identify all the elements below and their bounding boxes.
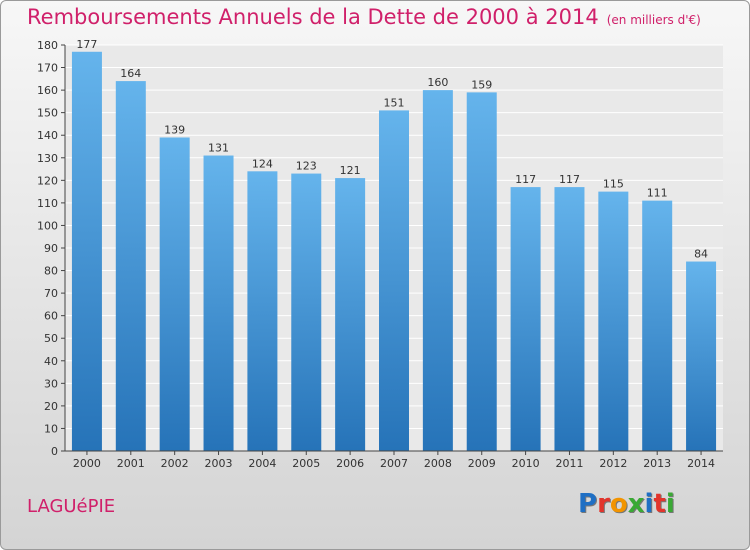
bar xyxy=(379,110,409,452)
bar xyxy=(335,178,366,452)
x-tick-label: 2014 xyxy=(687,457,715,470)
x-tick-label: 2000 xyxy=(73,457,101,470)
y-tick-label: 170 xyxy=(37,62,58,75)
bar xyxy=(115,81,146,451)
x-tick-label: 2004 xyxy=(248,457,276,470)
y-tick-label: 140 xyxy=(37,129,58,142)
proxiti-logo: Proxiti xyxy=(578,489,675,519)
y-tick-label: 10 xyxy=(44,422,58,435)
bar-value-label: 131 xyxy=(208,142,229,155)
x-tick-label: 2008 xyxy=(424,457,452,470)
bar-value-label: 121 xyxy=(340,164,361,177)
bar-value-label: 117 xyxy=(559,173,580,186)
x-tick-label: 2011 xyxy=(555,457,583,470)
y-tick-label: 100 xyxy=(37,219,58,232)
chart-title: Remboursements Annuels de la Dette de 20… xyxy=(27,5,701,29)
bar-value-label: 159 xyxy=(471,78,492,91)
logo-letter: t xyxy=(653,489,666,519)
y-tick-label: 120 xyxy=(37,174,58,187)
logo-letter: o xyxy=(609,489,628,519)
x-tick-label: 2001 xyxy=(117,457,145,470)
x-tick-label: 2002 xyxy=(161,457,189,470)
chart-title-text: Remboursements Annuels de la Dette de 20… xyxy=(27,5,599,29)
y-tick-label: 0 xyxy=(51,445,58,458)
y-tick-label: 30 xyxy=(44,377,58,390)
y-tick-label: 40 xyxy=(44,355,58,368)
commune-name: LAGUéPIE xyxy=(27,496,116,517)
x-tick-label: 2013 xyxy=(643,457,671,470)
bar xyxy=(554,187,585,451)
y-tick-label: 60 xyxy=(44,310,58,323)
y-tick-label: 20 xyxy=(44,400,58,413)
logo-letter: i xyxy=(644,489,654,519)
bar-value-label: 84 xyxy=(694,248,708,261)
x-tick-label: 2012 xyxy=(599,457,627,470)
bar xyxy=(203,155,234,451)
bar-value-label: 124 xyxy=(252,157,273,170)
logo-letter: i xyxy=(665,489,675,519)
x-tick-label: 2006 xyxy=(336,457,364,470)
y-tick-label: 90 xyxy=(44,242,58,255)
y-tick-label: 50 xyxy=(44,332,58,345)
logo-letter: P xyxy=(578,489,598,519)
bar xyxy=(466,92,497,451)
y-tick-label: 80 xyxy=(44,265,58,278)
y-tick-label: 180 xyxy=(37,39,58,52)
bar xyxy=(291,173,322,452)
bar-value-label: 164 xyxy=(120,67,141,80)
bar-value-label: 111 xyxy=(647,187,668,200)
bar-value-label: 151 xyxy=(384,96,405,109)
bar xyxy=(71,51,102,452)
x-tick-label: 2010 xyxy=(512,457,540,470)
bar xyxy=(598,191,629,451)
x-tick-label: 2005 xyxy=(292,457,320,470)
y-tick-label: 150 xyxy=(37,107,58,120)
bar xyxy=(686,261,717,451)
y-tick-label: 130 xyxy=(37,152,58,165)
bar-value-label: 160 xyxy=(427,76,448,89)
bar xyxy=(642,200,673,451)
bar xyxy=(422,90,453,451)
bar-value-label: 139 xyxy=(164,123,185,136)
bar xyxy=(159,137,190,451)
bar-value-label: 117 xyxy=(515,173,536,186)
bar xyxy=(510,187,541,451)
x-tick-label: 2007 xyxy=(380,457,408,470)
logo-letter: x xyxy=(627,489,645,519)
y-tick-label: 70 xyxy=(44,287,58,300)
chart-subtitle: (en milliers d'€) xyxy=(606,13,701,27)
y-tick-label: 110 xyxy=(37,197,58,210)
x-tick-label: 2003 xyxy=(205,457,233,470)
bar-value-label: 115 xyxy=(603,178,624,191)
bar-value-label: 123 xyxy=(296,160,317,173)
bar-value-label: 177 xyxy=(76,38,97,51)
y-tick-label: 160 xyxy=(37,84,58,97)
logo-letter: r xyxy=(597,489,610,519)
x-tick-label: 2009 xyxy=(468,457,496,470)
bar xyxy=(247,171,278,452)
